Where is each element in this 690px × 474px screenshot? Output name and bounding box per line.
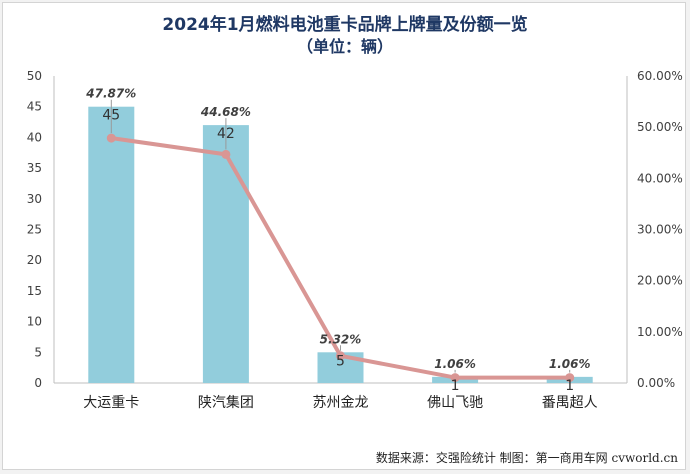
right-tick-label: 60.00% [637, 69, 683, 83]
line-point [336, 351, 345, 361]
share-value-label: 1.06% [549, 357, 591, 371]
bar-value-label: 1 [451, 378, 460, 394]
left-tick-label: 0 [34, 376, 42, 390]
share-line-series [106, 133, 575, 383]
share-value-label: 44.68% [200, 105, 251, 119]
line-point [106, 133, 116, 143]
chart-title-line1: 2024年1月燃料电池重卡品牌上牌量及份额一览 [162, 15, 528, 35]
chart-title-line2: （单位：辆） [296, 37, 393, 56]
line-point [221, 149, 231, 159]
source-note: 数据来源：交强险统计 制图：第一商用车网 cvworld.cn [375, 451, 678, 465]
line-point [565, 373, 575, 383]
right-tick-label: 40.00% [637, 171, 683, 185]
left-tick-label: 50 [27, 69, 42, 83]
left-tick-label: 10 [27, 315, 42, 329]
line-point [450, 373, 460, 383]
right-tick-label: 30.00% [637, 223, 683, 237]
share-value-label: 1.06% [434, 357, 476, 371]
share-value-label: 47.87% [85, 87, 136, 101]
left-tick-label: 5 [34, 345, 42, 359]
chart-title: 2024年1月燃料电池重卡品牌上牌量及份额一览 （单位：辆） [0, 14, 690, 58]
right-tick-label: 50.00% [637, 120, 683, 134]
left-tick-label: 25 [27, 223, 42, 237]
left-tick-label: 40 [27, 130, 42, 144]
right-tick-label: 10.00% [637, 325, 683, 339]
bar [88, 106, 135, 383]
left-tick-label: 20 [27, 253, 42, 267]
left-tick-label: 30 [27, 192, 42, 206]
category-label: 陕汽集团 [198, 394, 254, 411]
share-value-label: 5.32% [320, 332, 362, 346]
right-tick-label: 0.00% [637, 376, 675, 390]
left-tick-label: 15 [27, 284, 42, 298]
bar-value-label: 5 [336, 353, 345, 369]
category-label: 番禺超人 [542, 395, 598, 411]
bar-series [88, 106, 593, 384]
bar [202, 125, 249, 384]
category-label: 佛山飞驰 [427, 395, 483, 411]
bar-value-label: 1 [565, 378, 574, 394]
left-tick-label: 35 [27, 161, 42, 175]
right-tick-label: 20.00% [637, 274, 683, 288]
left-tick-label: 45 [27, 100, 42, 114]
category-label: 苏州金龙 [313, 395, 369, 411]
category-label: 大运重卡 [83, 395, 139, 411]
